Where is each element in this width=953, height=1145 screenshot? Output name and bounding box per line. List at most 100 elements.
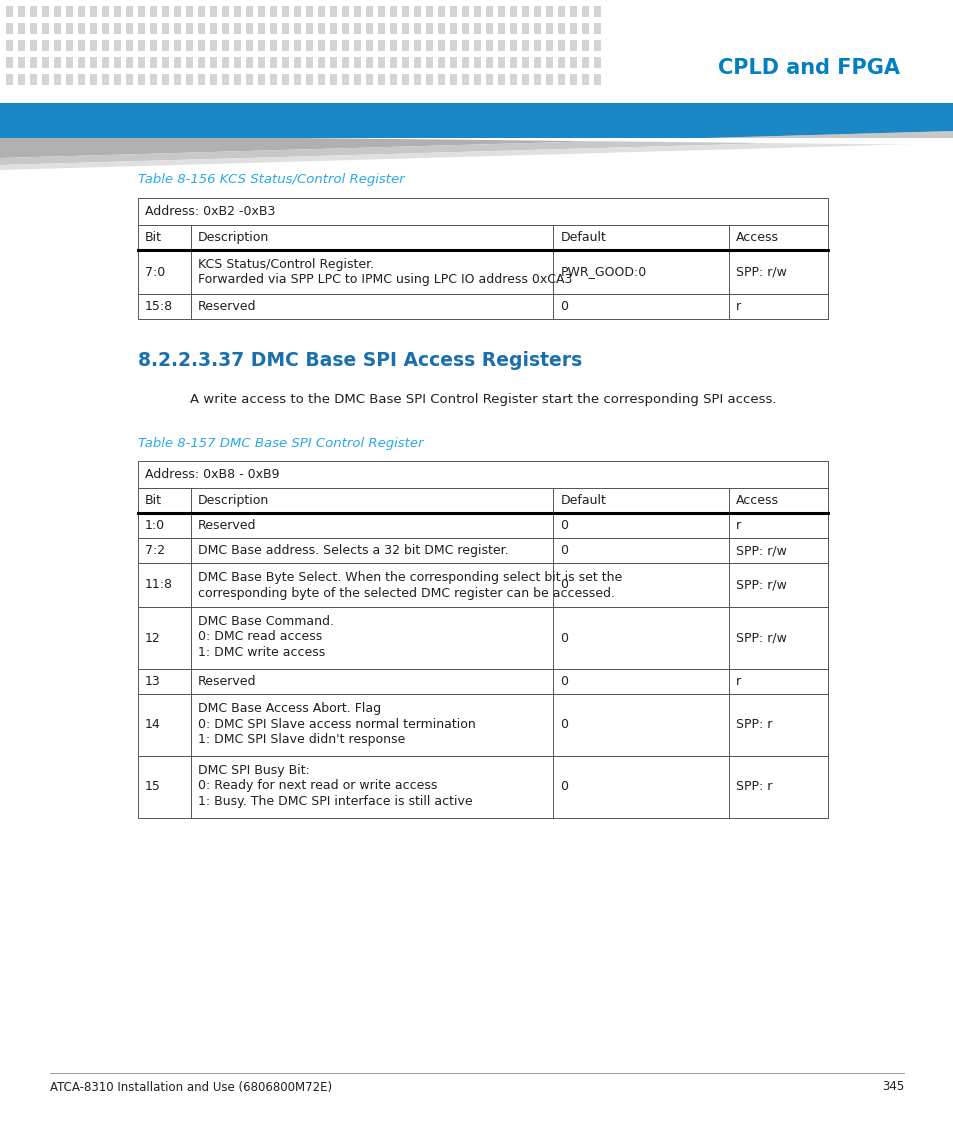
Bar [366,6,373,17]
Text: 7:2: 7:2 [145,544,165,556]
Text: Address: 0xB8 - 0xB9: Address: 0xB8 - 0xB9 [145,468,279,481]
Bar [510,6,517,17]
Bar [450,57,456,68]
Bar [30,57,37,68]
Bar [162,23,169,34]
Bar [126,74,132,85]
Bar [138,74,145,85]
Text: 0: 0 [559,578,568,592]
Bar [569,74,577,85]
Bar [186,74,193,85]
Bar [257,40,265,52]
Bar [294,6,301,17]
Bar [354,74,360,85]
Bar [354,6,360,17]
Text: Forwarded via SPP LPC to IPMC using LPC IO address 0xCA3: Forwarded via SPP LPC to IPMC using LPC … [198,274,572,286]
Bar [450,6,456,17]
Bar [594,74,600,85]
Bar [18,6,25,17]
Bar [461,40,469,52]
Polygon shape [0,139,953,169]
Bar [594,6,600,17]
Bar [354,23,360,34]
Text: DMC Base Access Abort. Flag: DMC Base Access Abort. Flag [198,702,381,714]
Bar [222,57,229,68]
Bar [474,6,480,17]
Bar [42,23,49,34]
Bar [78,6,85,17]
Bar [401,57,409,68]
Bar [186,23,193,34]
Bar [126,57,132,68]
Text: 0: DMC SPI Slave access normal termination: 0: DMC SPI Slave access normal terminati… [198,718,476,731]
Bar [42,6,49,17]
Bar [18,74,25,85]
Text: Description: Description [198,493,269,507]
Bar [282,40,289,52]
Bar [497,40,504,52]
Bar [138,294,827,319]
Bar [186,40,193,52]
Bar [270,6,276,17]
Bar [497,74,504,85]
Bar [414,40,420,52]
Bar [233,74,241,85]
Bar [330,40,336,52]
Text: 1: DMC write access: 1: DMC write access [198,646,325,660]
Bar [210,40,216,52]
Bar [66,57,73,68]
Text: DMC Base address. Selects a 32 bit DMC register.: DMC Base address. Selects a 32 bit DMC r… [198,544,508,556]
Text: 1:0: 1:0 [145,519,165,532]
Bar [474,40,480,52]
Bar [558,40,564,52]
Bar [102,57,109,68]
Text: SPP: r: SPP: r [736,719,772,732]
Bar [126,23,132,34]
Bar [545,40,553,52]
Bar [30,23,37,34]
Bar [317,57,325,68]
Bar [246,57,253,68]
Bar [377,40,385,52]
Bar [497,23,504,34]
Text: 11:8: 11:8 [145,578,172,592]
Text: 0: DMC read access: 0: DMC read access [198,631,322,643]
Text: ATCA-8310 Installation and Use (6806800M72E): ATCA-8310 Installation and Use (6806800M… [50,1081,332,1093]
Bar [545,74,553,85]
Bar [138,6,145,17]
Text: 7:0: 7:0 [145,266,165,278]
Bar [474,23,480,34]
Bar [450,74,456,85]
Text: 12: 12 [145,632,161,645]
Bar [341,23,349,34]
Text: SPP: r/w: SPP: r/w [736,266,786,278]
Bar [78,23,85,34]
Bar [330,6,336,17]
Bar [390,74,396,85]
Text: SPP: r/w: SPP: r/w [736,544,786,556]
Bar [294,23,301,34]
Text: KCS Status/Control Register.: KCS Status/Control Register. [198,258,374,271]
Bar [581,6,588,17]
Text: Reserved: Reserved [198,300,256,313]
Bar [113,74,121,85]
Bar [401,40,409,52]
Bar [126,40,132,52]
Bar [341,40,349,52]
Bar [113,40,121,52]
Bar [54,6,61,17]
Bar [390,6,396,17]
Bar [102,40,109,52]
Text: 1: Busy. The DMC SPI interface is still active: 1: Busy. The DMC SPI interface is still … [198,795,473,808]
Bar [545,23,553,34]
Text: SPP: r: SPP: r [736,781,772,793]
Bar [54,23,61,34]
Bar [90,74,97,85]
Bar [113,23,121,34]
Bar [162,74,169,85]
Bar [581,57,588,68]
Bar [390,57,396,68]
Text: 0: Ready for next read or write access: 0: Ready for next read or write access [198,780,437,792]
Text: 0: 0 [559,781,568,793]
Bar [294,74,301,85]
